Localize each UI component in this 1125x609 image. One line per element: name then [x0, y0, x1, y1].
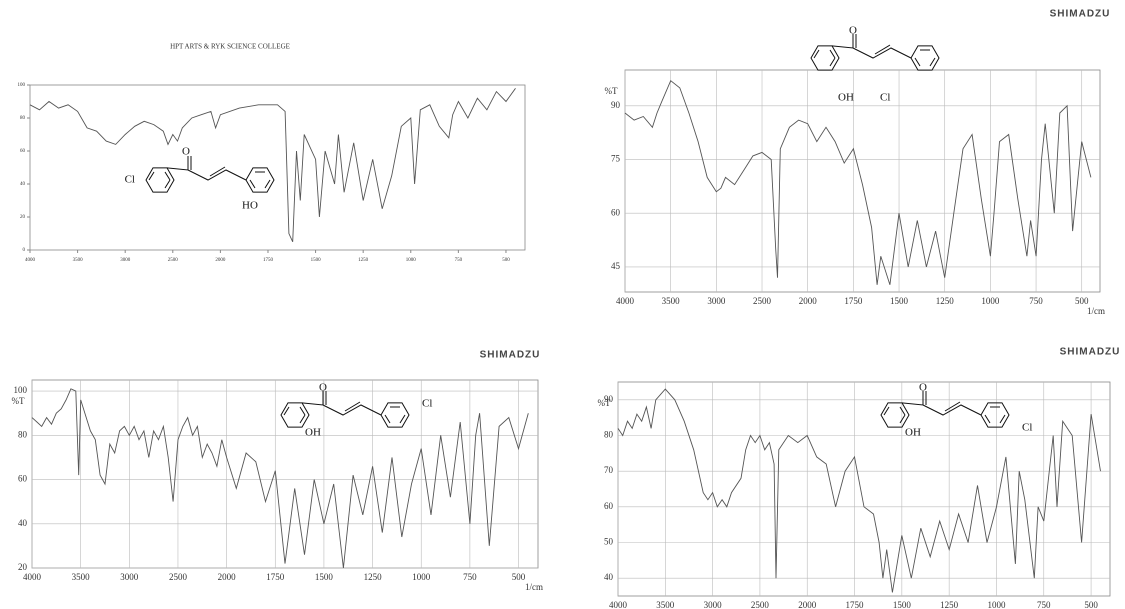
plot-frame	[625, 70, 1100, 292]
watermark: SHIMADZU	[480, 350, 541, 361]
spectrum-line	[30, 88, 516, 242]
y-tick-label: 20	[20, 215, 26, 220]
x-tick-label: 3500	[73, 258, 84, 263]
atom-label: OH	[305, 427, 321, 439]
y-axis-label: %T	[598, 398, 611, 408]
x-tick-label: 1000	[412, 572, 431, 582]
x-tick-label: 500	[512, 572, 526, 582]
y-tick-label: 60	[20, 149, 26, 154]
atom-label: O	[919, 382, 927, 394]
x-tick-label: 3000	[120, 572, 139, 582]
x-tick-label: 750	[463, 572, 477, 582]
watermark: SHIMADZU	[1060, 347, 1121, 358]
x-tick-label: 2500	[169, 572, 188, 582]
x-tick-label: 3500	[656, 600, 675, 609]
y-tick-label: 100	[18, 83, 26, 88]
x-tick-label: 2000	[798, 600, 817, 609]
atom-label: O	[849, 25, 857, 37]
x-tick-label: 2000	[799, 296, 818, 306]
structure: O OH Cl	[811, 25, 939, 104]
x-tick-label: 1500	[315, 572, 334, 582]
y-tick-label: 60	[18, 474, 28, 484]
y-tick-label: 80	[18, 429, 28, 439]
y-tick-label: 0	[23, 248, 26, 253]
y-tick-label: 20	[18, 562, 28, 572]
y-tick-label: 50	[604, 537, 614, 547]
x-tick-label: 1750	[844, 296, 863, 306]
x-tick-label: 2000	[218, 572, 237, 582]
y-axis-label: %T	[605, 86, 618, 96]
x-tick-label: 4000	[25, 258, 36, 263]
x-tick-label: 750	[1029, 296, 1043, 306]
x-tick-label: 1250	[364, 572, 383, 582]
x-tick-label: 500	[1075, 296, 1089, 306]
spectra-figure: HPT ARTS & RYK SCIENCE COLLEGE SHIMADZU …	[0, 0, 1125, 609]
x-tick-label: 3500	[662, 296, 681, 306]
x-tick-label: 1000	[981, 296, 1000, 306]
y-tick-label: 45	[611, 261, 621, 271]
y-tick-label: 40	[18, 518, 28, 528]
watermark: SHIMADZU	[1050, 9, 1111, 20]
x-tick-label: 1000	[987, 600, 1006, 609]
x-tick-label: 1250	[940, 600, 959, 609]
x-tick-label: 2500	[168, 258, 179, 263]
x-tick-label: 1750	[266, 572, 285, 582]
title: HPT ARTS & RYK SCIENCE COLLEGE	[170, 43, 290, 51]
y-tick-label: 80	[20, 116, 26, 121]
x-tick-label: 500	[502, 258, 510, 263]
spectrum-line	[618, 389, 1101, 592]
x-tick-label: 3500	[72, 572, 91, 582]
y-tick-label: 75	[611, 154, 621, 164]
x-axis-label: 1/cm	[1087, 306, 1105, 316]
x-tick-label: 4000	[609, 600, 628, 609]
spectrum-line	[32, 389, 528, 568]
plot-frame	[618, 382, 1110, 596]
plot-frame	[30, 85, 525, 250]
x-tick-label: 3000	[707, 296, 726, 306]
y-tick-label: 100	[14, 385, 28, 395]
atom-label: Cl	[125, 174, 135, 186]
x-tick-label: 4000	[23, 572, 42, 582]
x-tick-label: 2500	[751, 600, 770, 609]
x-tick-label: 1500	[893, 600, 912, 609]
y-tick-label: 80	[604, 430, 614, 440]
spectrum-line	[625, 81, 1091, 285]
y-tick-label: 60	[604, 501, 614, 511]
x-axis-label: 1/cm	[525, 582, 543, 592]
x-tick-label: 500	[1084, 600, 1098, 609]
structure: O OH Cl	[881, 382, 1032, 439]
y-tick-label: 60	[611, 207, 621, 217]
x-tick-label: 1250	[936, 296, 955, 306]
x-tick-label: 1250	[358, 258, 369, 263]
x-tick-label: 4000	[616, 296, 635, 306]
atom-label: OH	[838, 92, 854, 104]
y-tick-label: 40	[604, 572, 614, 582]
atom-label: O	[182, 146, 190, 158]
x-tick-label: 1500	[311, 258, 322, 263]
atom-label: OH	[905, 427, 921, 439]
x-tick-label: 750	[1037, 600, 1051, 609]
x-tick-label: 1750	[846, 600, 865, 609]
x-tick-label: 3000	[704, 600, 723, 609]
x-tick-label: 3000	[120, 258, 131, 263]
structure: O OH Cl	[281, 382, 432, 439]
structure: O Cl HO	[125, 146, 274, 212]
atom-label: Cl	[880, 92, 890, 104]
y-axis-label: %T	[12, 396, 25, 406]
y-tick-label: 40	[20, 182, 26, 187]
atom-label: Cl	[1022, 422, 1032, 434]
x-tick-label: 1000	[406, 258, 417, 263]
x-tick-label: 1750	[263, 258, 274, 263]
x-tick-label: 2000	[215, 258, 226, 263]
x-tick-label: 750	[455, 258, 463, 263]
x-tick-label: 2500	[753, 296, 772, 306]
y-tick-label: 90	[611, 100, 621, 110]
atom-label: HO	[242, 200, 258, 212]
y-tick-label: 70	[604, 465, 614, 475]
atom-label: Cl	[422, 398, 432, 410]
x-tick-label: 1500	[890, 296, 909, 306]
atom-label: O	[319, 382, 327, 394]
